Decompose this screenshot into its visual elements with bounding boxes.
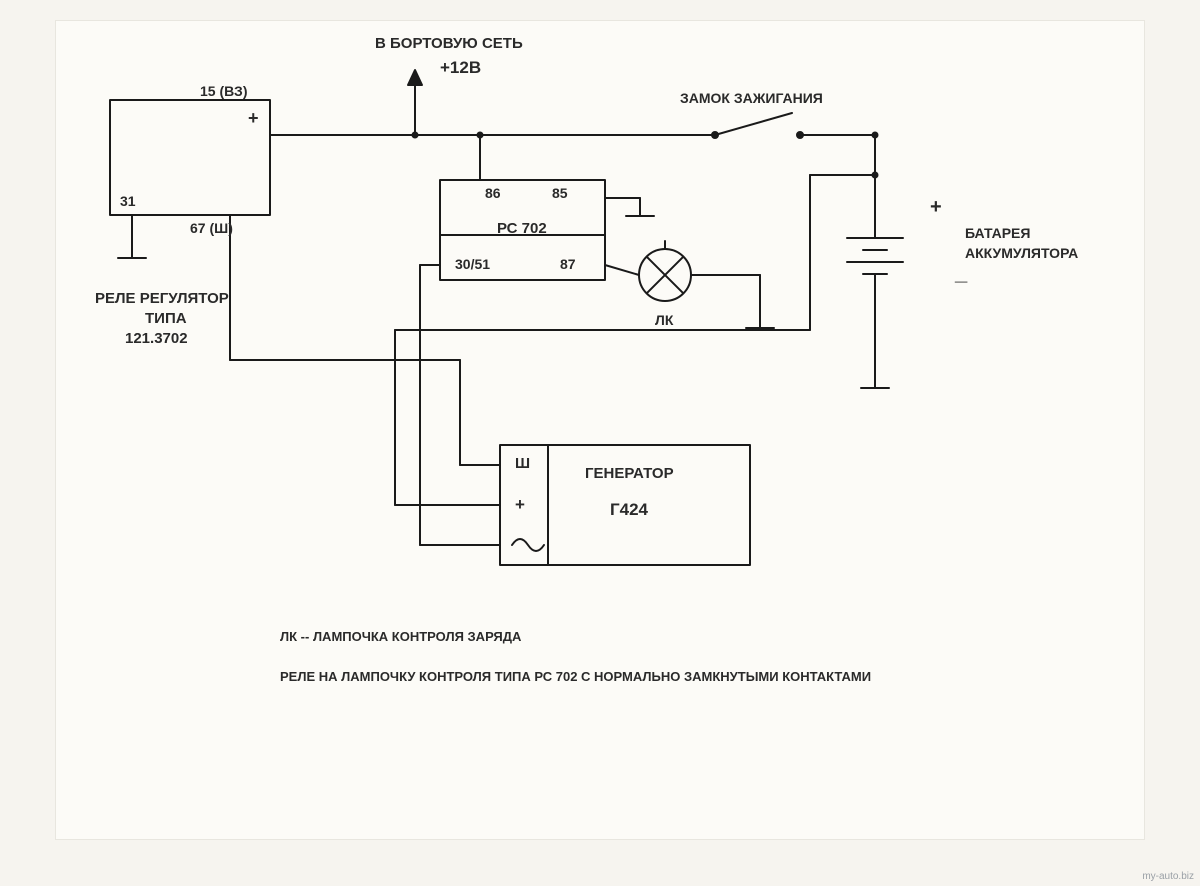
reg-pin-67: 67 (Ш) — [190, 220, 233, 236]
label-net: В БОРТОВУЮ СЕТЬ — [375, 35, 523, 52]
battery-label-1: БАТАРЕЯ — [965, 225, 1030, 241]
watermark: my-auto.biz — [1142, 871, 1194, 882]
battery-plus: + — [930, 196, 942, 219]
circuit-diagram — [0, 0, 1200, 886]
legend-1: ЛК -- ЛАМПОЧКА КОНТРОЛЯ ЗАРЯДА — [280, 630, 521, 645]
lamp-label: ЛК — [655, 312, 673, 328]
label-voltage: +12В — [440, 58, 481, 78]
gen-pin-sh: Ш — [515, 455, 530, 472]
gen-model: Г424 — [610, 500, 648, 520]
pc702-87: 87 — [560, 256, 576, 272]
regulator-label-3: 121.3702 — [125, 330, 188, 347]
reg-pin-15: 15 (ВЗ) — [200, 83, 247, 99]
gen-title: ГЕНЕРАТОР — [585, 465, 674, 482]
pc702-86: 86 — [485, 185, 501, 201]
label-ignition: ЗАМОК ЗАЖИГАНИЯ — [680, 90, 823, 106]
regulator-label-2: ТИПА — [145, 310, 187, 327]
regulator-label-1: РЕЛЕ РЕГУЛЯТОР — [95, 290, 229, 307]
legend-2: РЕЛЕ НА ЛАМПОЧКУ КОНТРОЛЯ ТИПА РС 702 С … — [280, 670, 871, 685]
gen-pin-plus: + — [515, 495, 525, 515]
reg-pin-plus: + — [248, 108, 259, 129]
battery-minus: _ — [955, 260, 967, 285]
reg-pin-31: 31 — [120, 193, 136, 209]
pc702-3051: 30/51 — [455, 256, 490, 272]
pc702-85: 85 — [552, 185, 568, 201]
battery-label-2: АККУМУЛЯТОРА — [965, 245, 1078, 261]
pc702-title: РС 702 — [497, 220, 547, 237]
